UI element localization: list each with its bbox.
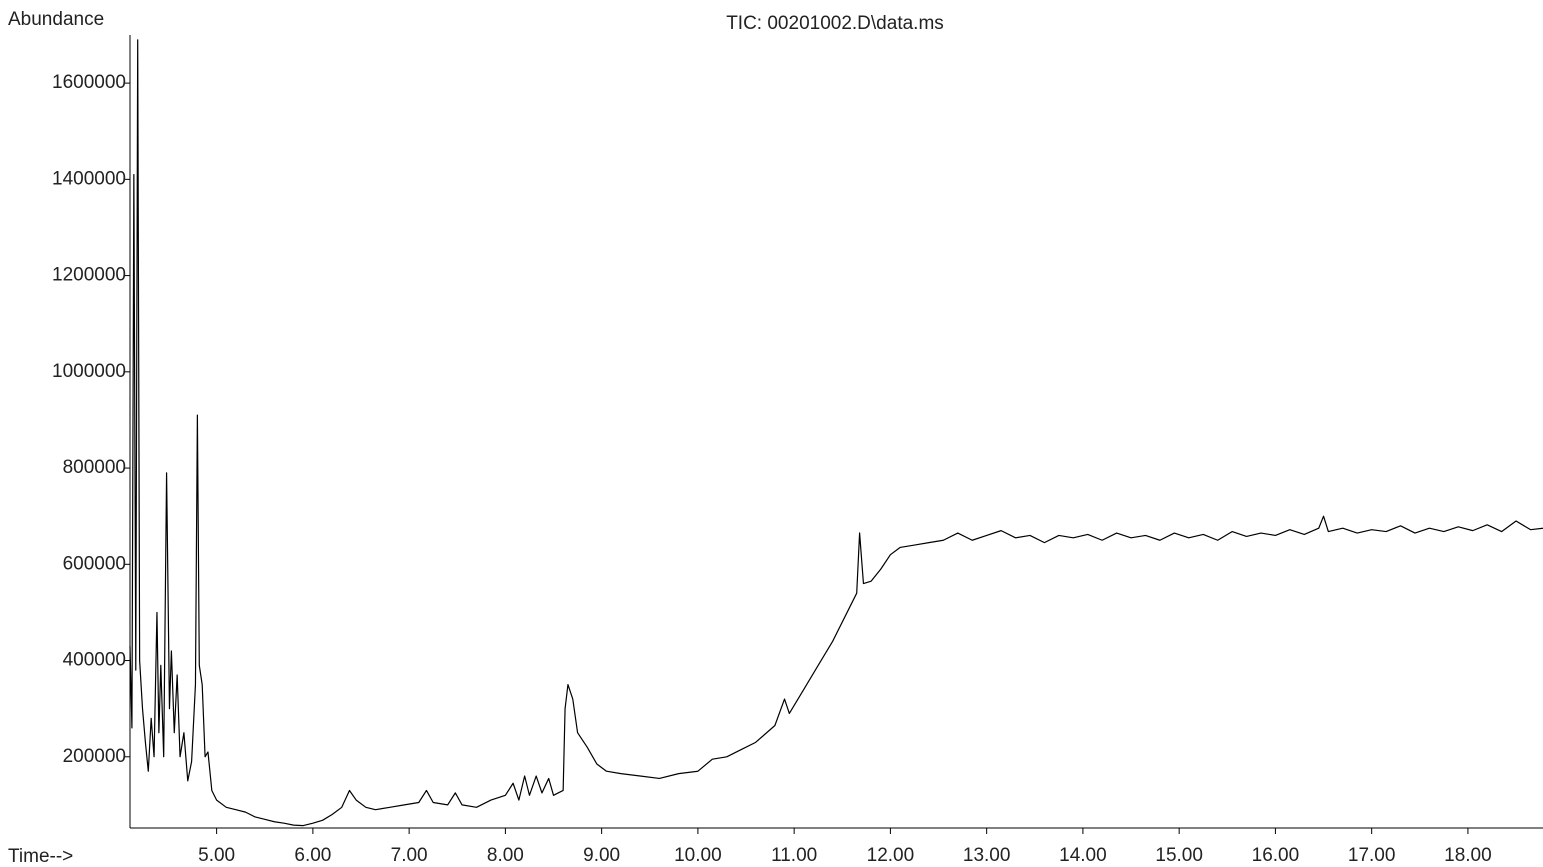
y-tick-label: 1400000 [52, 168, 126, 189]
x-tick-label: 14.00 [1059, 845, 1107, 866]
x-tick-label: 11.00 [771, 845, 817, 866]
x-tick-label: 9.00 [583, 845, 620, 866]
x-tick-label: 13.00 [963, 845, 1011, 866]
x-tick-label: 12.00 [867, 845, 915, 866]
y-tick-label: 400000 [63, 650, 126, 671]
x-tick-label: 16.00 [1252, 845, 1300, 866]
x-tick-label: 5.00 [198, 845, 235, 866]
x-tick-label: 15.00 [1155, 845, 1203, 866]
y-tick-label: 1200000 [52, 265, 126, 286]
x-axis-label: Time--> [8, 846, 73, 867]
x-tick-label: 6.00 [294, 845, 331, 866]
y-tick-label: 1600000 [52, 72, 126, 93]
x-tick-label: 18.00 [1444, 845, 1492, 866]
x-tick-label: 7.00 [391, 845, 428, 866]
y-tick-label: 600000 [63, 553, 126, 574]
y-tick-label: 200000 [63, 746, 126, 767]
y-axis-label: Abundance [8, 9, 104, 30]
chart-title: TIC: 00201002.D\data.ms [726, 13, 944, 34]
x-tick-label: 17.00 [1348, 845, 1396, 866]
y-tick-label: 800000 [63, 457, 126, 478]
y-tick-label: 1000000 [52, 361, 126, 382]
x-tick-label: 10.00 [674, 845, 722, 866]
x-tick-label: 8.00 [487, 845, 524, 866]
data-line [129, 39, 1543, 827]
